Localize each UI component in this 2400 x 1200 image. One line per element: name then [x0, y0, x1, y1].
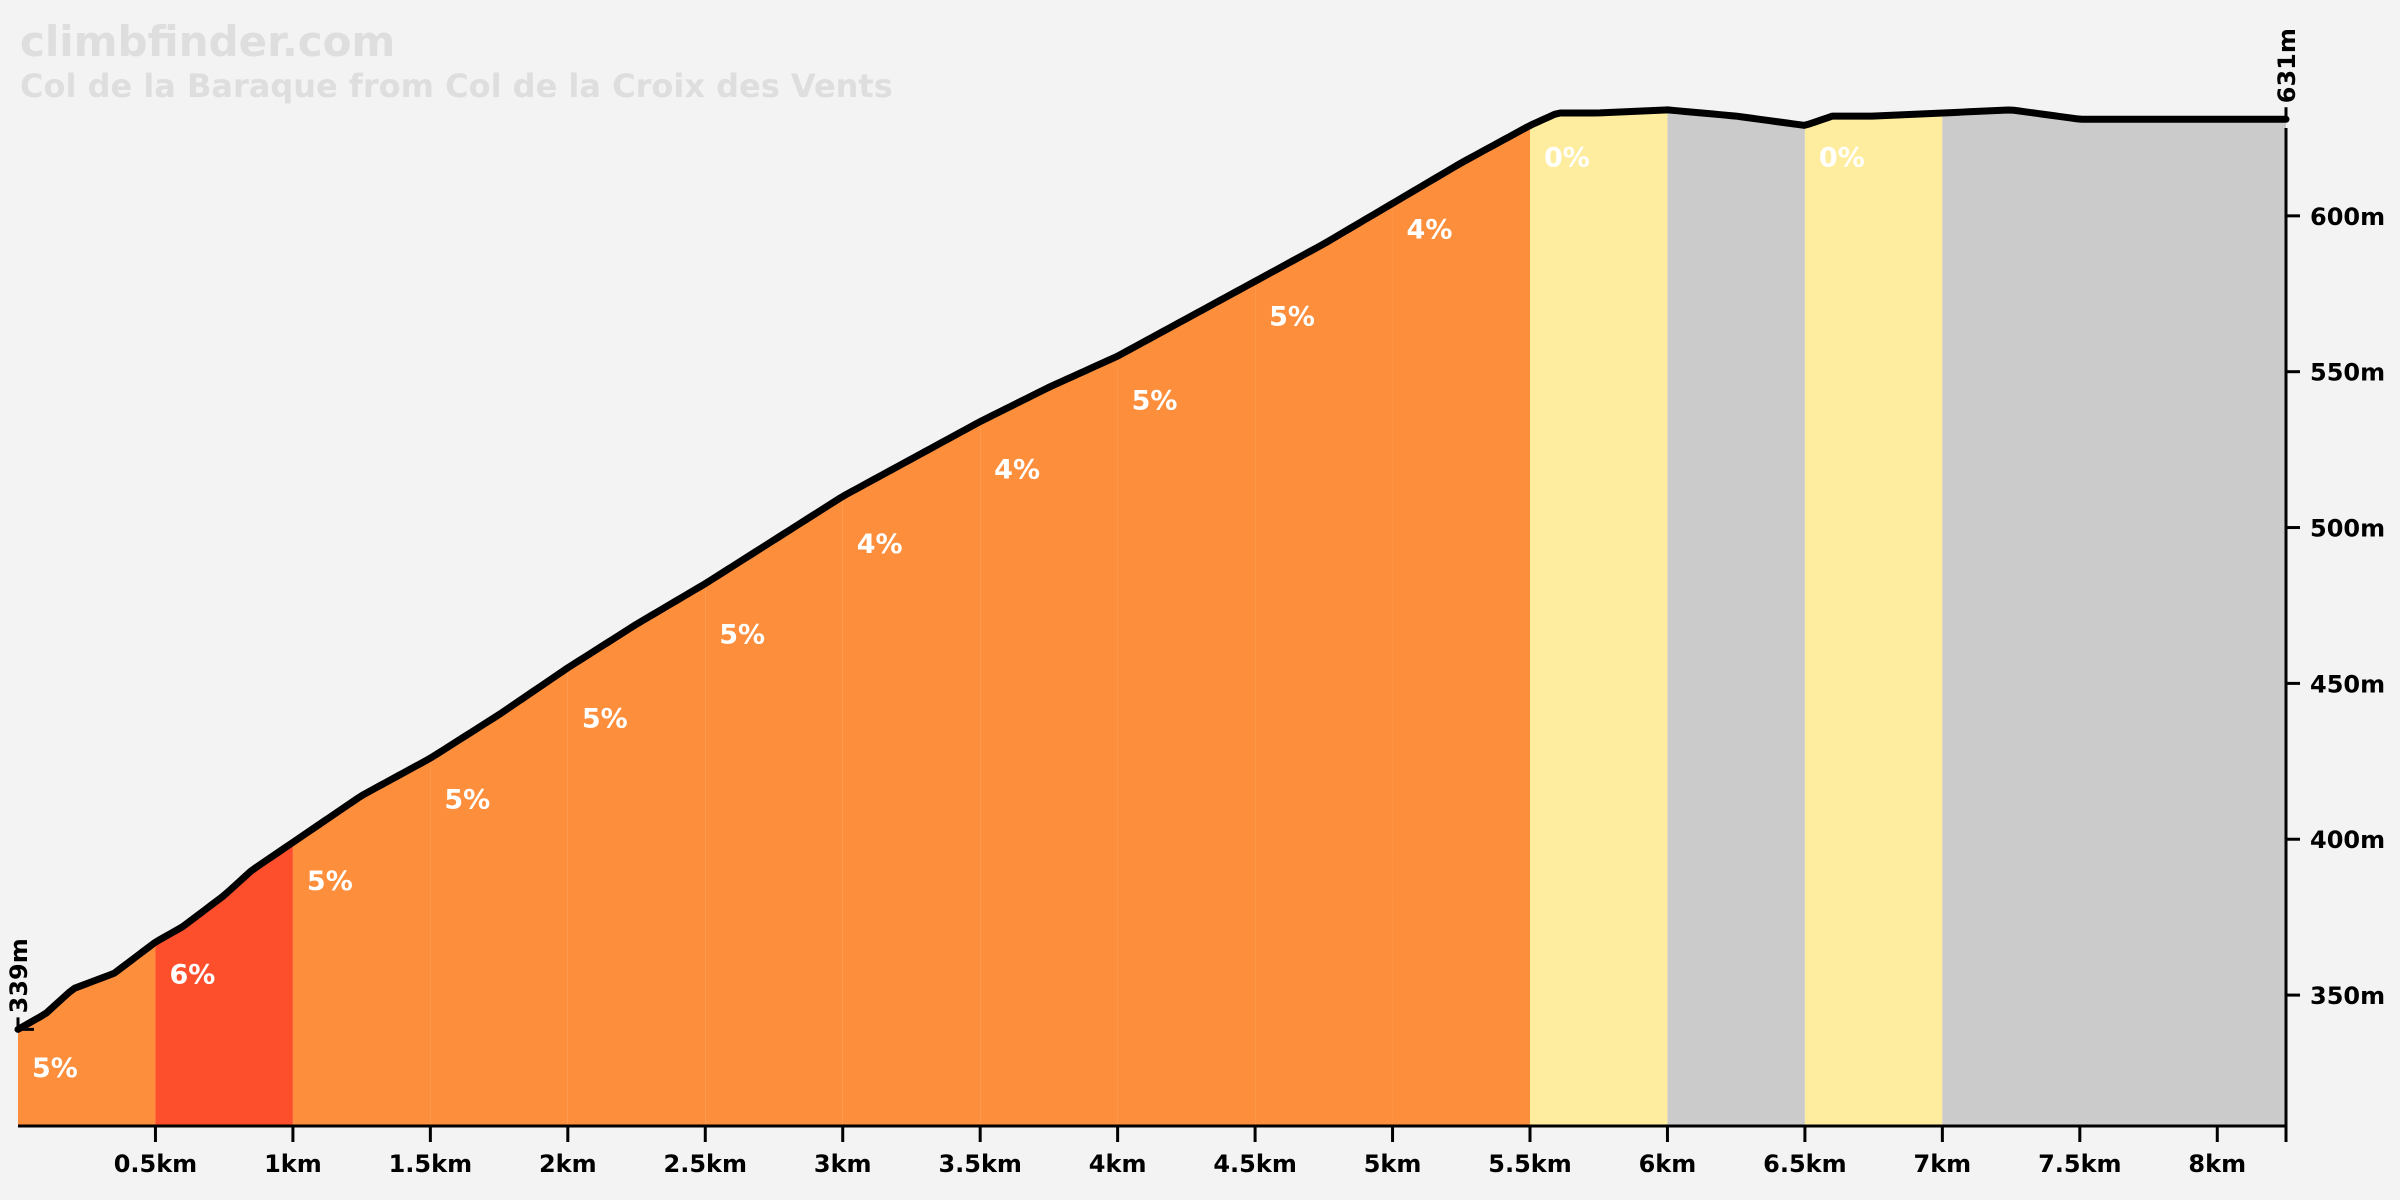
- start-elevation-label: 339m: [5, 938, 33, 1013]
- y-tick-label-4: 500m: [2310, 515, 2385, 543]
- grade-segment-4: [430, 667, 568, 1126]
- grade-segment-11: [1392, 125, 1530, 1126]
- grade-segment-14: [1804, 112, 1943, 1127]
- x-tick-label-16: 8km: [2188, 1150, 2246, 1178]
- y-tick-label-5: 550m: [2310, 359, 2385, 387]
- grade-segment-15: [1942, 109, 2286, 1127]
- x-tick-label-11: 5.5km: [1488, 1150, 1571, 1178]
- x-tick-label-7: 3.5km: [938, 1150, 1021, 1178]
- grade-label-6: 5%: [719, 620, 765, 651]
- y-tick-label-6: 600m: [2310, 203, 2385, 231]
- chart-title: Col de la Baraque from Col de la Croix d…: [20, 67, 893, 105]
- grade-segment-3: [292, 758, 431, 1126]
- grade-label-3: 5%: [307, 866, 353, 897]
- x-tick-label-15: 7.5km: [2038, 1150, 2121, 1178]
- grade-label-12: 0%: [1544, 143, 1590, 174]
- grade-label-5: 5%: [582, 704, 628, 735]
- site-name: climbfinder.com: [20, 17, 396, 66]
- grade-segment-6: [705, 496, 843, 1126]
- grade-segment-10: [1255, 203, 1393, 1126]
- grade-label-14: 0%: [1819, 143, 1865, 174]
- x-tick-label-12: 6km: [1639, 1150, 1697, 1178]
- grade-segment-5: [567, 583, 706, 1126]
- x-tick-label-4: 2km: [539, 1150, 597, 1178]
- x-tick-label-10: 5km: [1364, 1150, 1422, 1178]
- x-tick-label-13: 6.5km: [1763, 1150, 1846, 1178]
- x-tick-label-2: 1km: [264, 1150, 322, 1178]
- elevation-line: [14, 106, 2290, 1033]
- grade-label-11: 4%: [1407, 214, 1453, 245]
- x-tick-label-9: 4.5km: [1213, 1150, 1296, 1178]
- grade-segment-8: [980, 356, 1118, 1126]
- grade-segment-2: [155, 842, 293, 1126]
- x-tick-label-6: 3km: [814, 1150, 872, 1178]
- grade-segment-12: [1530, 109, 1668, 1127]
- grade-segment-7: [842, 421, 981, 1126]
- end-elevation-label: 631m: [2273, 28, 2301, 103]
- grade-label-2: 6%: [169, 959, 215, 990]
- x-tick-label-1: 0.5km: [114, 1150, 197, 1178]
- grade-segment-1: [18, 942, 156, 1126]
- x-tick-label-5: 2.5km: [664, 1150, 747, 1178]
- chart-header: climbfinder.com Col de la Baraque from C…: [20, 18, 893, 106]
- x-tick-label-14: 7km: [1914, 1150, 1972, 1178]
- y-tick-label-3: 450m: [2310, 670, 2385, 698]
- grade-segment-9: [1117, 281, 1256, 1126]
- grade-label-9: 5%: [1132, 386, 1178, 417]
- y-tick-label-1: 350m: [2310, 982, 2385, 1010]
- grade-label-8: 4%: [994, 454, 1040, 485]
- grade-label-4: 5%: [444, 785, 490, 816]
- grade-label-1: 5%: [32, 1053, 78, 1084]
- grade-label-7: 4%: [857, 529, 903, 560]
- y-tick-label-2: 400m: [2310, 826, 2385, 854]
- x-tick-label-3: 1.5km: [389, 1150, 472, 1178]
- grade-label-10: 5%: [1269, 302, 1315, 333]
- x-tick-label-8: 4km: [1089, 1150, 1147, 1178]
- grade-segment-13: [1667, 109, 1805, 1127]
